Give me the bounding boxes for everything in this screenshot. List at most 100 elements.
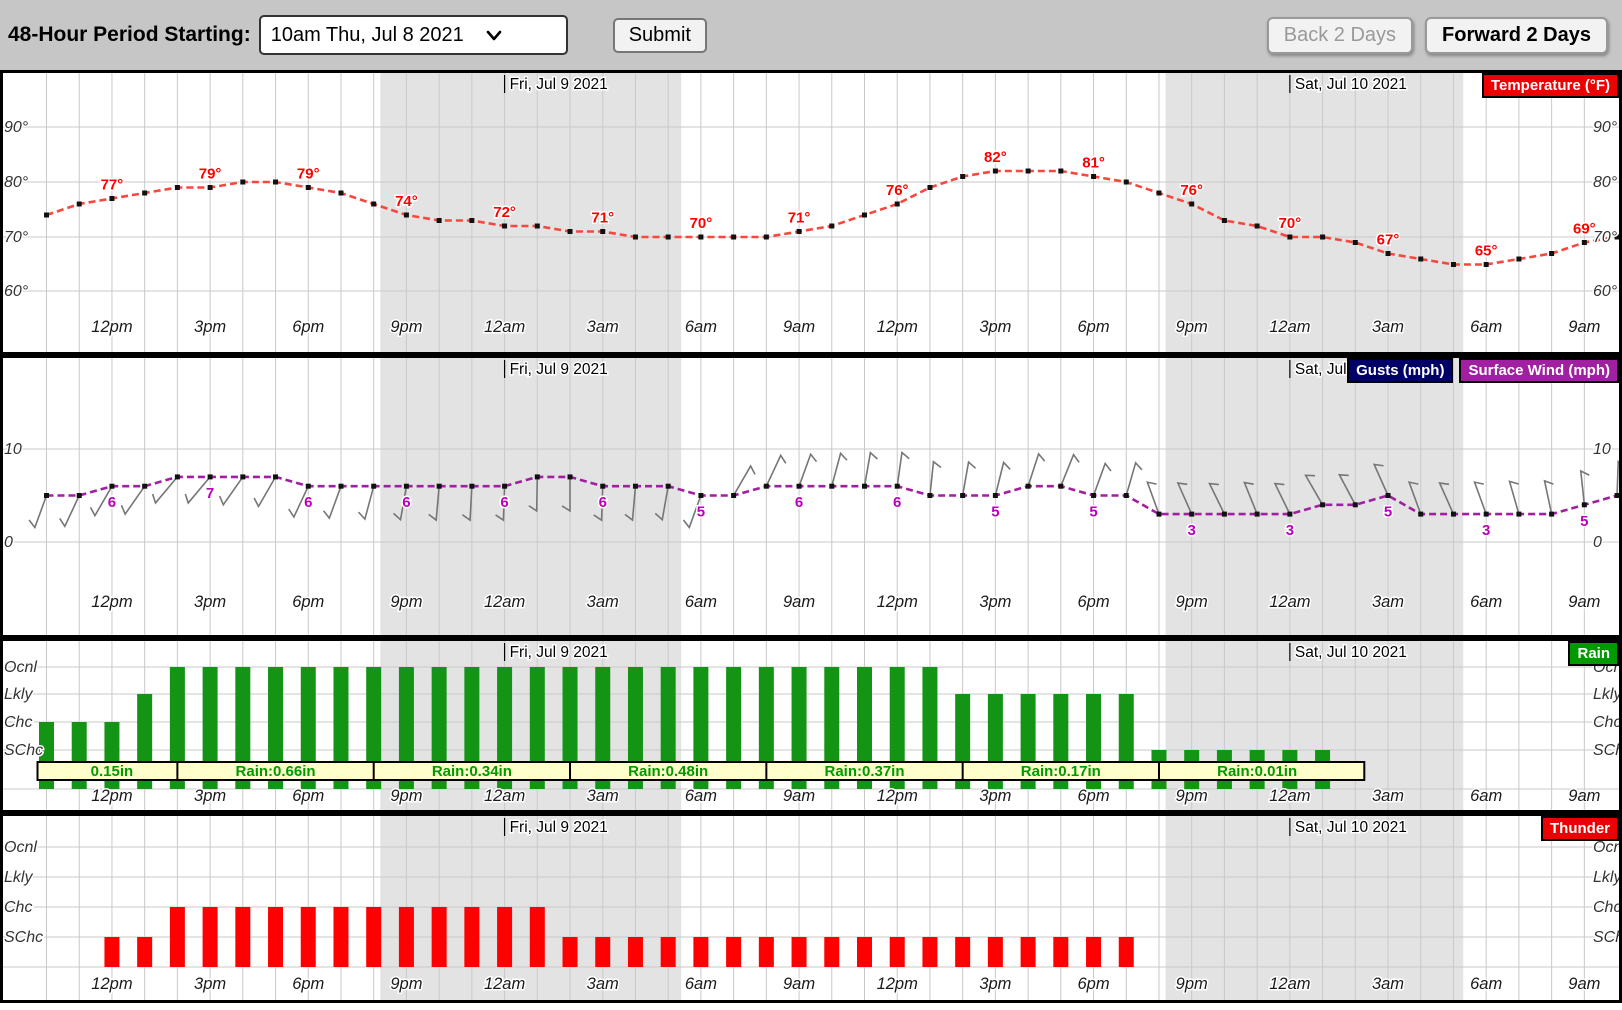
wind-barb xyxy=(357,485,375,521)
thunder-bar xyxy=(1020,937,1036,967)
thunder-bar xyxy=(235,907,251,967)
wind-barb xyxy=(528,476,539,513)
temperature-point xyxy=(567,229,573,234)
rain-amount-label: Rain:0.66in xyxy=(236,763,316,780)
thunder-bar xyxy=(1118,937,1134,967)
surface-wind-point xyxy=(142,483,148,489)
temperature-point xyxy=(992,168,998,174)
surface-wind-point xyxy=(1189,511,1195,517)
y-axis-label-left: Ocnl xyxy=(4,659,37,676)
y-axis-label-right: Lkly xyxy=(1593,869,1622,886)
thunder-legend-badge: Thunder xyxy=(1541,816,1619,841)
temperature-point-label: 81° xyxy=(1082,155,1105,172)
surface-wind-panel: 6 7 6 6 6 6 5 6 6 5 5 3 3 5 3 5 10 10 0 0 12pm 3pm 6pm 9pm 12am 3… xyxy=(0,355,1622,638)
x-tick-label: 12pm xyxy=(91,975,132,993)
wind-barb xyxy=(1372,463,1389,496)
thunder-bar xyxy=(104,937,120,967)
x-tick-label: 12pm xyxy=(91,593,132,611)
night-shading-band xyxy=(1165,816,1464,1000)
temperature-point xyxy=(1549,251,1555,256)
thunder-panel: SChc SChc Chc Chc Lkly Lkly Ocnl Ocnl 12pm 3pm 6pm… xyxy=(0,813,1622,1003)
wind-barb xyxy=(994,460,1011,496)
wind-barb xyxy=(1337,473,1357,506)
rain-bar xyxy=(857,667,872,789)
rain-amount-label: Rain:0.34in xyxy=(432,763,512,780)
x-tick-label: 3pm xyxy=(979,593,1011,611)
period-select[interactable]: 10am Thu, Jul 8 2021 xyxy=(258,15,568,55)
forward-2-days-button[interactable]: Forward 2 Days xyxy=(1425,16,1608,54)
x-tick-label: 9pm xyxy=(1176,593,1208,611)
y-axis-label-right: Chc xyxy=(1593,714,1621,731)
back-2-days-button[interactable]: Back 2 Days xyxy=(1266,16,1414,54)
temperature-point-label: 71° xyxy=(788,210,811,227)
temperature-point-label: 76° xyxy=(886,182,909,199)
day-label: Fri, Jul 9 2021 xyxy=(510,644,608,661)
rain-bar xyxy=(660,667,676,789)
rain-panel: 0.15in Rain:0.66in Rain:0.34in Rain:0.48in R… xyxy=(0,638,1622,813)
y-axis-label-left: Lkly xyxy=(4,686,33,703)
thunder-bar xyxy=(726,937,742,967)
panel-border xyxy=(0,355,1622,638)
day-label: Fri, Jul 9 2021 xyxy=(510,819,608,836)
wind-barb xyxy=(392,486,408,522)
thunder-bar xyxy=(137,937,153,967)
x-tick-label: 3am xyxy=(587,318,619,336)
surface-wind-point-label: 5 xyxy=(991,504,999,521)
temperature-point xyxy=(1418,256,1424,262)
gusts-legend-badge: Gusts (mph) xyxy=(1347,358,1454,383)
y-axis-label-right: Chc xyxy=(1593,899,1621,916)
panel-border xyxy=(0,813,1622,1003)
surface-wind-point-label: 3 xyxy=(1188,522,1196,539)
surface-wind-point xyxy=(371,483,377,489)
surface-wind-point xyxy=(502,483,508,489)
wind-barb xyxy=(593,486,604,522)
wind-barb xyxy=(929,460,942,496)
temperature-point xyxy=(927,185,933,190)
wind-barb xyxy=(896,450,910,487)
thunder-bar xyxy=(627,937,643,967)
temperature-point xyxy=(1221,218,1227,223)
surface-wind-point xyxy=(1450,511,1456,517)
x-tick-label: 6am xyxy=(685,318,717,336)
surface-wind-point-label: 5 xyxy=(1580,513,1588,530)
y-axis-label-left: SChc xyxy=(4,742,43,759)
thunder-bar xyxy=(398,907,414,967)
temperature-point-label: 76° xyxy=(1180,182,1203,199)
surface-wind-point xyxy=(1123,493,1129,498)
rain-bar xyxy=(889,667,905,789)
submit-button[interactable]: Submit xyxy=(612,17,707,53)
temperature-point xyxy=(1614,234,1620,240)
temperature-point xyxy=(1352,240,1358,245)
temperature-point-label: 67° xyxy=(1377,232,1400,249)
x-tick-label: 6pm xyxy=(1077,593,1109,611)
y-axis-label-right: 80° xyxy=(1593,174,1618,191)
temperature-point xyxy=(1385,251,1391,256)
temperature-point xyxy=(1025,168,1031,174)
x-tick-label: 9am xyxy=(783,787,815,805)
temperature-point-label: 70° xyxy=(690,215,713,232)
surface-wind-point xyxy=(469,483,475,489)
y-axis-label-right: 60° xyxy=(1593,283,1618,300)
temperature-point xyxy=(960,174,966,179)
wind-barb xyxy=(1438,482,1455,515)
surface-wind-point xyxy=(1156,511,1162,517)
temperature-point-label: 65° xyxy=(1475,243,1498,260)
x-tick-label: 12pm xyxy=(877,787,918,805)
surface-wind-point-label: 7 xyxy=(206,485,214,502)
surface-wind-point xyxy=(1483,511,1489,517)
surface-wind-point xyxy=(894,483,900,489)
surface-wind-point-label: 6 xyxy=(402,494,410,511)
thunder-bar xyxy=(824,937,840,967)
surface-wind-point xyxy=(1058,483,1064,489)
thunder-bar xyxy=(202,907,218,967)
day-label: Sat, Jul 10 2021 xyxy=(1295,819,1407,836)
x-tick-label: 12pm xyxy=(877,593,918,611)
thunder-bar xyxy=(497,907,513,967)
x-tick-label: 3pm xyxy=(194,318,226,336)
surface-wind-point xyxy=(273,474,279,480)
surface-wind-point xyxy=(862,483,867,489)
temperature-point xyxy=(665,234,671,240)
surface-wind-point-label: 6 xyxy=(893,494,901,511)
x-tick-label: 9am xyxy=(783,593,815,611)
thunder-bar xyxy=(758,937,774,967)
